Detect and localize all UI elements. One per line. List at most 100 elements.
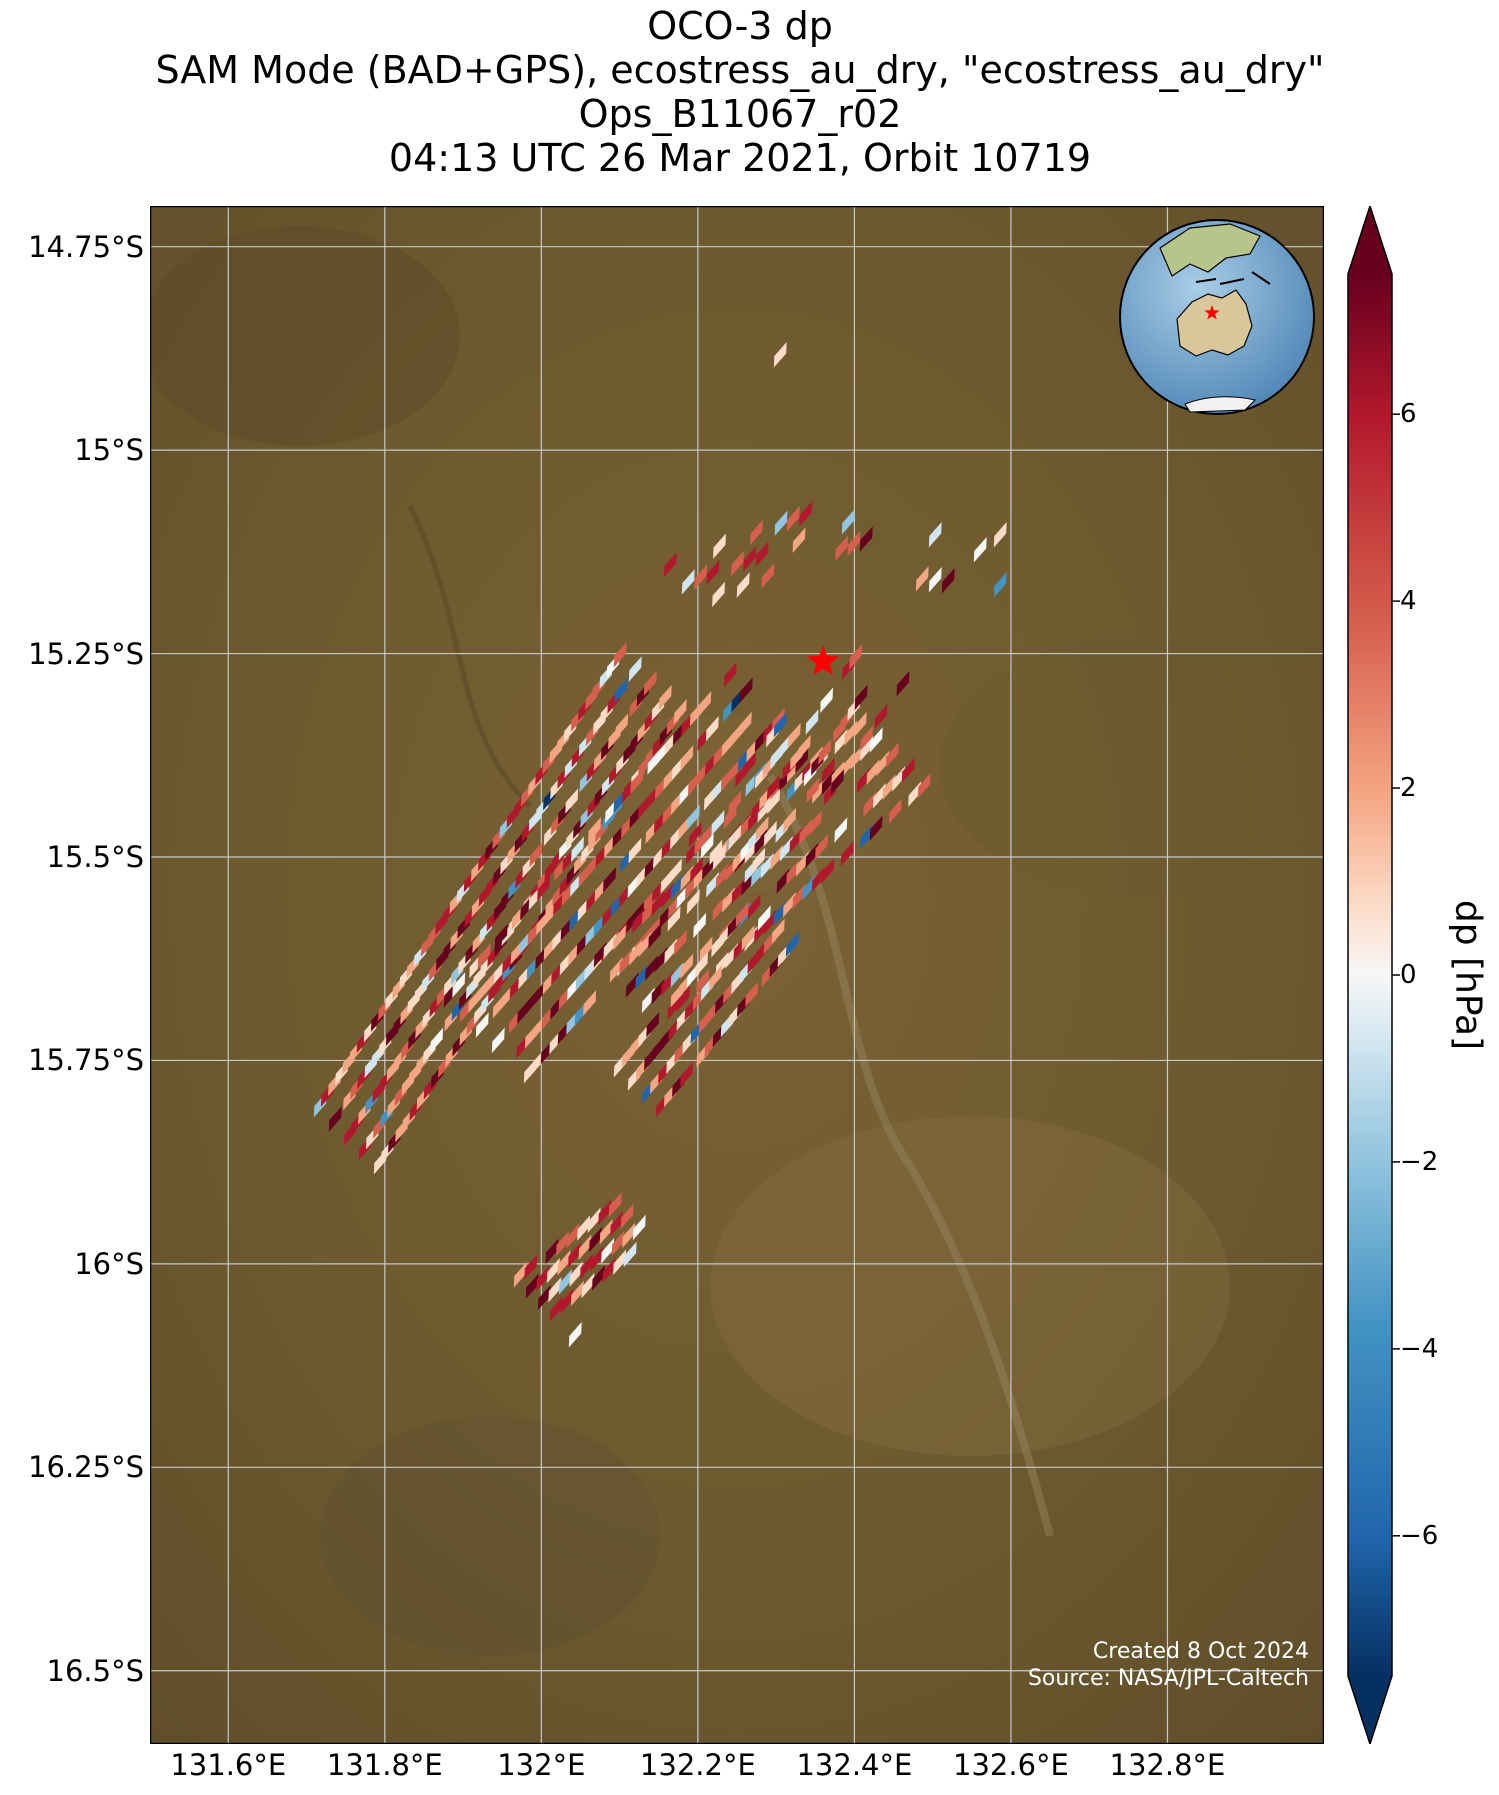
sounding-footprint	[896, 670, 910, 697]
sounding-footprint	[635, 963, 649, 990]
sounding-footprint	[834, 817, 848, 843]
sounding-footprint	[583, 990, 597, 1016]
sounding-footprint	[706, 872, 719, 898]
sounding-footprint	[882, 774, 896, 801]
sounding-footprint	[628, 656, 642, 682]
lon-tick-label: 132.2°E	[639, 1748, 756, 1782]
sounding-footprint	[739, 677, 753, 703]
sounding-footprint	[820, 687, 834, 713]
sounding-footprint	[569, 1261, 583, 1287]
sounding-footprint	[592, 1265, 605, 1291]
sounding-footprint	[917, 772, 931, 799]
sounding-footprint	[625, 972, 639, 998]
sounding-footprint	[673, 929, 687, 956]
sounding-footprint	[738, 814, 752, 840]
lat-tick-label: 14.75°S	[28, 229, 144, 264]
sounding-footprint	[743, 546, 757, 572]
lat-tick-label: 16.5°S	[46, 1653, 144, 1688]
globe-asia	[1159, 223, 1261, 277]
sounding-footprint	[494, 923, 508, 950]
sounding-footprint	[654, 946, 668, 973]
sounding-footprint	[792, 883, 806, 910]
sounding-footprint	[580, 1253, 593, 1280]
sounding-footprint	[847, 530, 861, 557]
sounding-footprint	[537, 1284, 551, 1311]
sounding-footprint	[706, 559, 720, 586]
sounding-footprint	[928, 567, 942, 593]
sounding-footprint	[645, 955, 658, 981]
sounding-footprint	[723, 803, 737, 829]
sounding-footprint	[731, 878, 745, 905]
sounding-footprint	[908, 781, 922, 807]
sounding-footprint	[566, 1223, 580, 1249]
sounding-footprint	[690, 856, 703, 883]
sounding-footprint	[805, 842, 819, 869]
sounding-footprint	[973, 537, 987, 563]
colorbar-tick-label: −6	[1400, 1520, 1439, 1551]
sounding-footprint	[741, 925, 755, 951]
star-icon	[806, 644, 840, 676]
sounding-footprint	[831, 769, 844, 795]
globe-australia	[1176, 289, 1253, 357]
sounding-footprint	[771, 918, 785, 945]
sounding-footprint	[802, 875, 816, 901]
sounding-footprint	[661, 882, 675, 908]
sounding-footprint	[787, 722, 801, 749]
sounding-footprint	[620, 1203, 634, 1229]
lon-tick-label: 132.4°E	[796, 1748, 913, 1782]
sounding-footprint	[608, 1192, 622, 1218]
sounding-footprint	[715, 863, 729, 889]
sounding-footprint	[680, 953, 694, 980]
sounding-footprint	[853, 712, 867, 738]
sounding-footprint	[731, 550, 744, 577]
sounding-footprint	[646, 1012, 660, 1038]
sounding-footprint	[755, 816, 769, 842]
sounding-footprint	[328, 1106, 342, 1132]
sounding-footprint	[680, 1061, 694, 1088]
sounding-footprint	[761, 563, 775, 589]
sounding-footprint	[667, 906, 681, 932]
sounding-footprint	[993, 522, 1007, 548]
sounding-footprint	[818, 739, 832, 765]
sounding-footprint	[613, 642, 627, 668]
sounding-footprint	[581, 1272, 595, 1299]
lat-tick-label: 15.75°S	[28, 1043, 144, 1078]
sounding-footprint	[723, 662, 737, 688]
sounding-footprint	[782, 892, 796, 918]
sounding-footprint	[928, 522, 942, 548]
sounding-footprint	[603, 866, 616, 893]
sounding-footprint	[712, 581, 726, 608]
sounding-footprint	[735, 902, 749, 928]
globe-antarctica	[1184, 396, 1257, 413]
sounding-footprint	[763, 820, 777, 847]
colorbar-label: dp [hPa]	[1447, 899, 1489, 1051]
sounding-footprint	[664, 938, 678, 964]
sounding-footprint	[568, 1322, 582, 1348]
map-panel[interactable]	[150, 206, 1324, 1744]
sounding-footprint	[860, 823, 873, 850]
sounding-footprint	[548, 1277, 562, 1303]
sounding-footprint	[752, 847, 766, 874]
sounding-footprint	[638, 931, 652, 958]
sounding-footprint	[578, 1234, 592, 1261]
sounding-footprint	[613, 924, 626, 951]
sounding-footprint	[577, 1215, 591, 1241]
sounding-footprint	[941, 568, 955, 594]
sounding-footprint	[749, 519, 763, 546]
sounding-footprint	[713, 533, 726, 560]
sounding-footprint	[615, 713, 629, 739]
lat-tick-label: 16°S	[74, 1246, 144, 1281]
lon-tick-label: 132.6°E	[952, 1748, 1069, 1782]
sounding-footprint	[750, 861, 764, 888]
credit-source: Source: NASA/JPL-Caltech	[1027, 1666, 1309, 1691]
sounding-footprint	[529, 841, 543, 868]
sounding-footprint	[869, 815, 883, 841]
sounding-footprint	[525, 1273, 539, 1299]
sounding-footprint	[568, 1242, 581, 1268]
sounding-footprint	[738, 711, 752, 738]
sounding-footprint	[815, 834, 829, 860]
sounding-footprint	[557, 1250, 571, 1276]
sounding-footprint	[783, 807, 797, 834]
sounding-footprint	[699, 936, 713, 962]
sounding-footprint	[698, 691, 712, 717]
